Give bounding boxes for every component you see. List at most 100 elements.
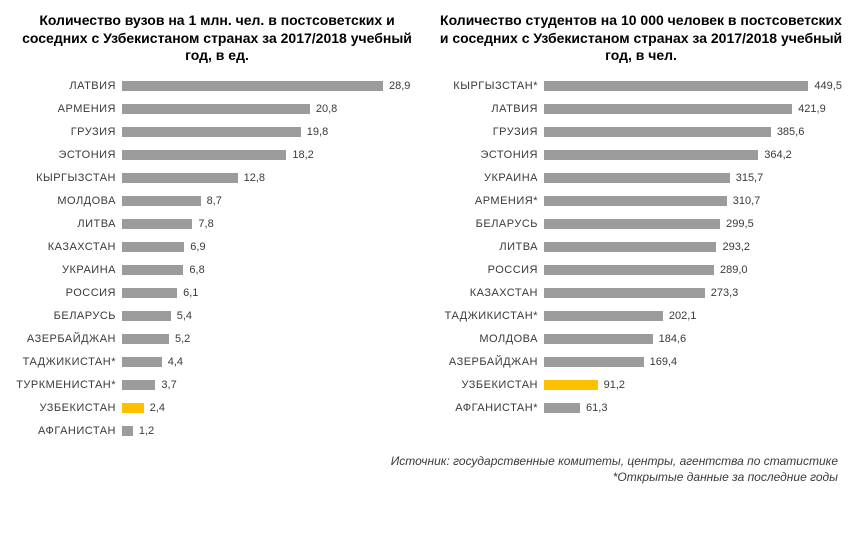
- chart-row: ГРУЗИЯ19,8: [14, 121, 420, 143]
- value-label: 169,4: [650, 356, 678, 368]
- chart-row: АРМЕНИЯ 20,8: [14, 98, 420, 120]
- value-label: 273,3: [711, 287, 739, 299]
- value-label: 2,4: [150, 402, 165, 414]
- bar-track: 202,1: [544, 307, 844, 325]
- bar: [544, 196, 727, 206]
- value-label: 6,8: [189, 264, 204, 276]
- bar: [544, 173, 730, 183]
- bar: [544, 311, 663, 321]
- category-label: ЭСТОНИЯ: [14, 149, 122, 161]
- value-label: 8,7: [207, 195, 222, 207]
- bar: [122, 265, 183, 275]
- category-label: МОЛДОВА: [438, 333, 544, 345]
- chart-row: ТАДЖИКИСТАН* 4,4: [14, 351, 420, 373]
- chart-row: БЕЛАРУСЬ5,4: [14, 305, 420, 327]
- category-label: БЕЛАРУСЬ: [14, 310, 122, 322]
- bar: [122, 196, 201, 206]
- chart-row: ЛИТВА293,2: [438, 236, 844, 258]
- right-chart-rows: КЫРГЫЗСТАН*449,5ЛАТВИЯ421,9ГРУЗИЯ385,6ЭС…: [438, 75, 844, 419]
- chart-row: АЗЕРБАЙДЖАН 169,4: [438, 351, 844, 373]
- category-label: РОССИЯ: [438, 264, 544, 276]
- value-label: 5,2: [175, 333, 190, 345]
- category-label: УЗБЕКИСТАН: [438, 379, 544, 391]
- bar: [122, 242, 184, 252]
- chart-row: УКРАИНА 6,8: [14, 259, 420, 281]
- category-label: АЗЕРБАЙДЖАН: [14, 333, 122, 345]
- category-label: АРМЕНИЯ: [14, 103, 122, 115]
- bar: [544, 81, 808, 91]
- category-label: АФГАНИСТАН*: [438, 402, 544, 414]
- value-label: 18,2: [292, 149, 313, 161]
- category-label: БЕЛАРУСЬ: [438, 218, 544, 230]
- bar-track: 28,9: [122, 77, 420, 95]
- value-label: 449,5: [814, 80, 842, 92]
- value-label: 19,8: [307, 126, 328, 138]
- bar-track: 18,2: [122, 146, 420, 164]
- bar: [544, 219, 720, 229]
- bar-track: 289,0: [544, 261, 844, 279]
- bar-track: 421,9: [544, 100, 844, 118]
- chart-row: МОЛДОВА 184,6: [438, 328, 844, 350]
- bar: [544, 403, 580, 413]
- value-label: 4,4: [168, 356, 183, 368]
- value-label: 20,8: [316, 103, 337, 115]
- bar: [122, 334, 169, 344]
- chart-row: ТУРКМЕНИСТАН*3,7: [14, 374, 420, 396]
- chart-row: МОЛДОВА 8,7: [14, 190, 420, 212]
- category-label: УКРАИНА: [14, 264, 122, 276]
- chart-row: ЛИТВА7,8: [14, 213, 420, 235]
- bar: [122, 357, 162, 367]
- chart-row: ЛАТВИЯ 28,9: [14, 75, 420, 97]
- chart-row: КАЗАХСТАН6,9: [14, 236, 420, 258]
- value-label: 184,6: [659, 333, 687, 345]
- category-label: ТАДЖИКИСТАН*: [438, 310, 544, 322]
- bar-track: 310,7: [544, 192, 844, 210]
- chart-row: ЛАТВИЯ421,9: [438, 98, 844, 120]
- value-label: 61,3: [586, 402, 607, 414]
- category-label: ТАДЖИКИСТАН*: [14, 356, 122, 368]
- bar-track: 2,4: [122, 399, 420, 417]
- value-label: 310,7: [733, 195, 761, 207]
- footer-note: *Открытые данные за последние годы: [14, 469, 838, 485]
- bar: [544, 127, 771, 137]
- value-label: 421,9: [798, 103, 826, 115]
- value-label: 289,0: [720, 264, 748, 276]
- category-label: ЛИТВА: [14, 218, 122, 230]
- chart-row: УКРАИНА315,7: [438, 167, 844, 189]
- bar-track: 12,8: [122, 169, 420, 187]
- value-label: 28,9: [389, 80, 410, 92]
- left-chart: Количество вузов на 1 млн. чел. в постсо…: [14, 12, 420, 443]
- category-label: МОЛДОВА: [14, 195, 122, 207]
- value-label: 3,7: [161, 379, 176, 391]
- bar-track: 1,2: [122, 422, 420, 440]
- value-label: 202,1: [669, 310, 697, 322]
- category-label: ЛАТВИЯ: [14, 80, 122, 92]
- category-label: КЫРГЫЗСТАН*: [438, 80, 544, 92]
- category-label: АЗЕРБАЙДЖАН: [438, 356, 544, 368]
- bar: [544, 104, 792, 114]
- bar: [122, 288, 177, 298]
- bar-track: 364,2: [544, 146, 844, 164]
- value-label: 1,2: [139, 425, 154, 437]
- category-label: РОССИЯ: [14, 287, 122, 299]
- bar-track: 169,4: [544, 353, 844, 371]
- chart-row: КЫРГЫЗСТАН12,8: [14, 167, 420, 189]
- bar-track: 20,8: [122, 100, 420, 118]
- bar: [122, 311, 171, 321]
- value-label: 299,5: [726, 218, 754, 230]
- value-label: 12,8: [244, 172, 265, 184]
- chart-row: РОССИЯ6,1: [14, 282, 420, 304]
- bar-track: 8,7: [122, 192, 420, 210]
- bar-track: 273,3: [544, 284, 844, 302]
- bar: [544, 288, 705, 298]
- bar: [544, 357, 644, 367]
- chart-row: ТАДЖИКИСТАН* 202,1: [438, 305, 844, 327]
- bar: [122, 380, 155, 390]
- bar-track: 293,2: [544, 238, 844, 256]
- chart-footer: Источник: государственные комитеты, цент…: [14, 453, 844, 485]
- category-label: ЛИТВА: [438, 241, 544, 253]
- category-label: ЭСТОНИЯ: [438, 149, 544, 161]
- left-chart-rows: ЛАТВИЯ 28,9 АРМЕНИЯ 20,8 ГРУЗИЯ19,8 ЭСТОНИЯ 18…: [14, 75, 420, 442]
- bar-track: 19,8: [122, 123, 420, 141]
- chart-row: КАЗАХСТАН273,3: [438, 282, 844, 304]
